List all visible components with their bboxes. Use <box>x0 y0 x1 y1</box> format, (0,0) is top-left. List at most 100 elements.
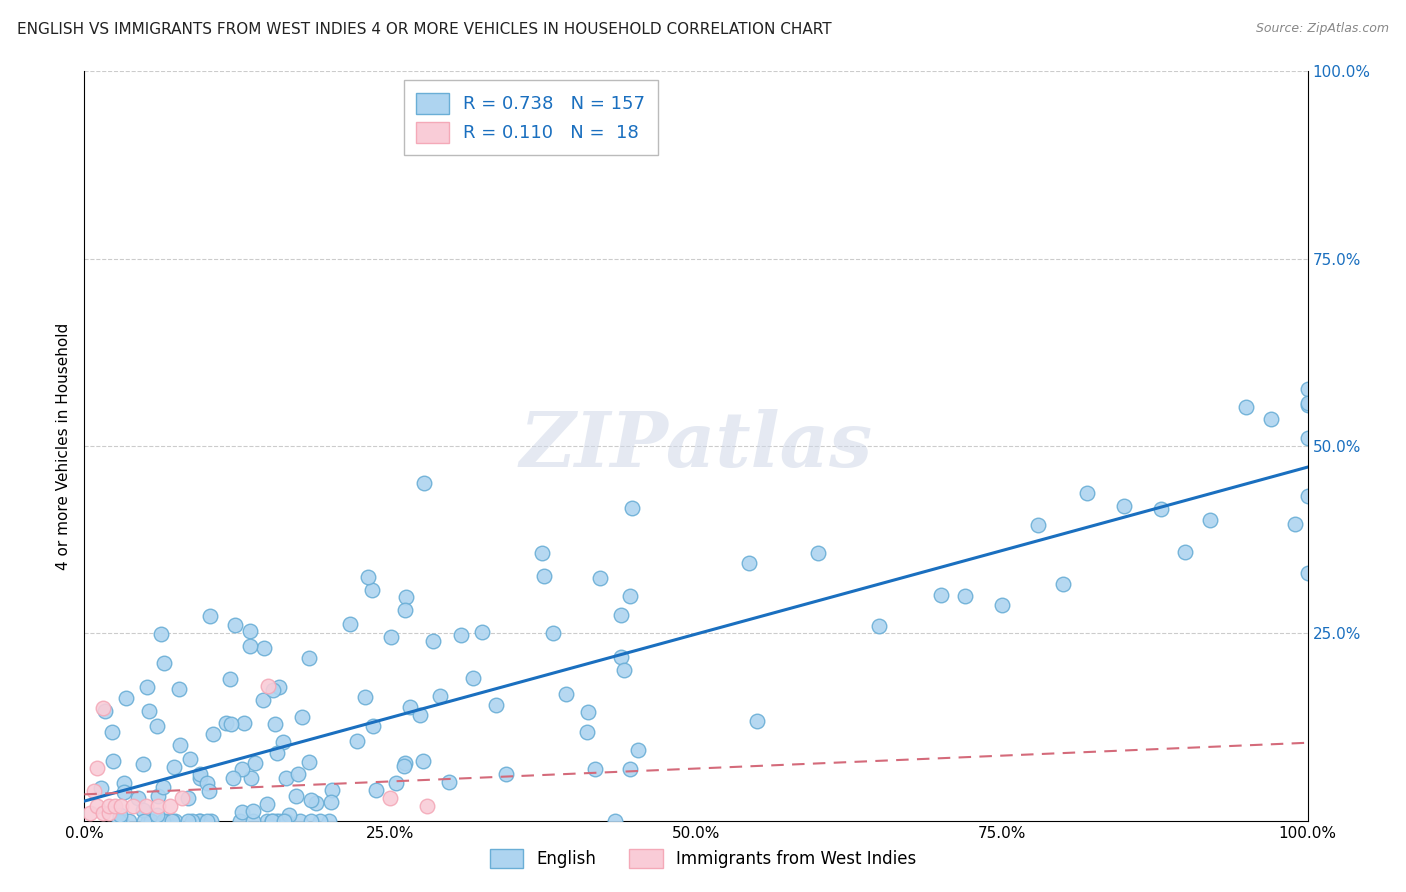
Point <box>747 714 769 728</box>
Point <box>288 814 311 828</box>
Point <box>190 814 212 828</box>
Point <box>188 814 211 828</box>
Point <box>152 657 174 671</box>
Point <box>395 591 418 605</box>
Legend: R = 0.738   N = 157, R = 0.110   N =  18: R = 0.738 N = 157, R = 0.110 N = 18 <box>404 80 658 155</box>
Point <box>807 546 830 560</box>
Point <box>495 766 517 780</box>
Point <box>221 771 243 785</box>
Point <box>79 806 101 821</box>
Point <box>991 598 1014 612</box>
Point <box>583 762 606 776</box>
Point <box>398 700 420 714</box>
Point <box>354 690 377 704</box>
Point <box>108 807 131 822</box>
Point <box>162 760 184 774</box>
Point <box>219 672 242 686</box>
Point <box>619 589 641 603</box>
Point <box>94 704 117 718</box>
Point <box>533 569 555 583</box>
Point <box>1296 489 1319 503</box>
Point <box>198 609 221 624</box>
Point <box>253 640 276 655</box>
Point <box>409 708 432 723</box>
Point <box>610 649 633 664</box>
Point <box>346 734 368 748</box>
Point <box>136 814 159 828</box>
Point <box>122 798 145 813</box>
Point <box>195 775 218 789</box>
Point <box>160 814 183 828</box>
Point <box>200 814 222 828</box>
Point <box>115 690 138 705</box>
Point <box>285 789 308 803</box>
Point <box>110 798 132 813</box>
Point <box>195 814 218 828</box>
Point <box>429 690 451 704</box>
Point <box>229 814 252 828</box>
Point <box>610 608 633 623</box>
Point <box>361 719 384 733</box>
Point <box>929 588 952 602</box>
Point <box>176 790 198 805</box>
Point <box>1052 577 1074 591</box>
Point <box>380 630 402 644</box>
Point <box>112 785 135 799</box>
Point <box>1260 412 1282 426</box>
Point <box>132 803 155 817</box>
Point <box>412 754 434 768</box>
Point <box>145 719 167 733</box>
Point <box>273 814 295 828</box>
Point <box>112 776 135 790</box>
Point <box>263 717 285 731</box>
Point <box>621 501 644 516</box>
Point <box>138 704 160 718</box>
Point <box>1296 432 1319 446</box>
Point <box>231 805 253 820</box>
Point <box>605 814 627 828</box>
Point <box>1174 545 1197 559</box>
Point <box>239 624 262 638</box>
Point <box>274 814 297 828</box>
Point <box>576 705 599 719</box>
Point <box>231 762 253 776</box>
Point <box>177 814 200 828</box>
Point <box>159 798 181 813</box>
Point <box>91 806 114 821</box>
Point <box>86 798 108 813</box>
Point <box>541 626 564 640</box>
Point <box>257 679 280 693</box>
Point <box>256 797 278 811</box>
Point <box>274 771 297 785</box>
Point <box>197 783 219 797</box>
Point <box>240 771 263 785</box>
Point <box>252 692 274 706</box>
Point <box>589 571 612 585</box>
Point <box>309 814 332 828</box>
Point <box>101 724 124 739</box>
Point <box>392 759 415 773</box>
Point <box>150 627 173 641</box>
Point <box>152 814 174 828</box>
Point <box>108 814 131 828</box>
Point <box>101 754 124 768</box>
Point <box>627 743 650 757</box>
Point <box>339 616 361 631</box>
Point <box>215 716 238 731</box>
Point <box>530 546 553 560</box>
Point <box>1296 395 1319 409</box>
Point <box>110 814 132 828</box>
Text: Source: ZipAtlas.com: Source: ZipAtlas.com <box>1256 22 1389 36</box>
Point <box>357 570 380 584</box>
Point <box>394 603 416 617</box>
Point <box>485 698 508 713</box>
Point <box>256 814 278 828</box>
Point <box>366 783 388 797</box>
Point <box>416 798 439 813</box>
Point <box>262 814 284 828</box>
Point <box>83 783 105 797</box>
Point <box>155 814 177 828</box>
Point <box>260 814 283 828</box>
Point <box>1296 382 1319 396</box>
Point <box>305 796 328 810</box>
